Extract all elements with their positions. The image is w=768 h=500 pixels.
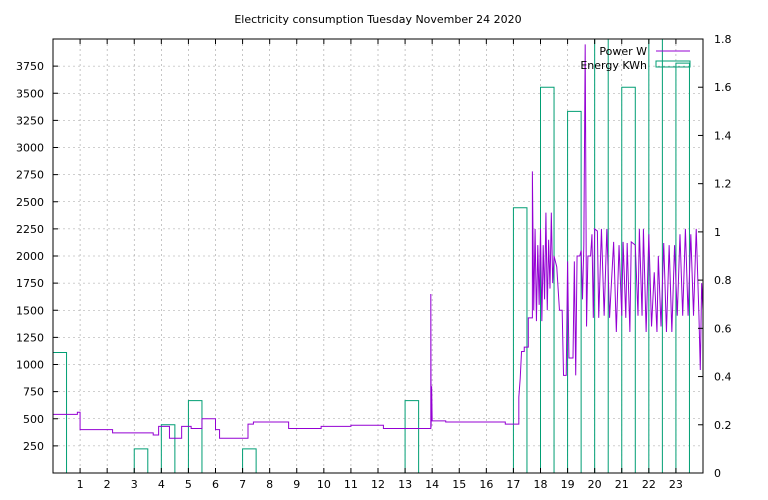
x-tick-label: 11 [344, 478, 358, 491]
y-tick-label: 1000 [16, 359, 44, 372]
legend: Power W Energy KWh [580, 45, 691, 72]
y2-tick-label: 0.2 [714, 419, 732, 432]
y-tick-label: 2000 [16, 250, 44, 263]
x-tick-label: 14 [425, 478, 439, 491]
y2-tick-label: 1.2 [714, 178, 732, 191]
energy-bar [242, 448, 257, 473]
y-tick-label: 3750 [16, 60, 44, 73]
y2-tick-label: 0.4 [714, 371, 732, 384]
y-tick-label: 500 [23, 413, 44, 426]
x-tick-label: 2 [104, 478, 111, 491]
y-tick-label: 250 [23, 440, 44, 453]
x-tick-label: 21 [615, 478, 629, 491]
x-tick-label: 12 [371, 478, 385, 491]
ticks-layer: 1 2 3 4 5 6 7 8 9 10 11 12 13 14 15 16 17 18 19 20 21 22 23250… [16, 33, 732, 491]
x-tick-label: 16 [479, 478, 493, 491]
x-tick-label: 13 [398, 478, 412, 491]
y-tick-label: 1500 [16, 304, 44, 317]
y2-tick-label: 1.6 [714, 81, 732, 94]
y-tick-label: 1250 [16, 331, 44, 344]
y-tick-label: 750 [23, 386, 44, 399]
x-tick-label: 20 [588, 478, 602, 491]
x-tick-label: 19 [561, 478, 575, 491]
y2-tick-label: 1.8 [714, 33, 732, 46]
x-tick-label: 22 [642, 478, 656, 491]
y2-tick-label: 0 [714, 467, 721, 480]
legend-swatch-energy [655, 60, 691, 68]
y2-tick-label: 1 [714, 226, 721, 239]
energy-bar [675, 62, 690, 473]
x-tick-label: 9 [293, 478, 300, 491]
y-tick-label: 3500 [16, 87, 44, 100]
energy-bar [52, 351, 68, 473]
legend-label-power: Power W [599, 45, 647, 58]
y2-tick-label: 1.4 [714, 129, 732, 142]
y-tick-label: 3250 [16, 114, 44, 127]
x-tick-label: 1 [77, 478, 84, 491]
energy-bar [621, 86, 636, 473]
energy-bar [512, 207, 528, 473]
legend-label-energy: Energy KWh [580, 59, 647, 72]
energy-bar [540, 86, 555, 473]
x-tick-label: 23 [669, 478, 683, 491]
x-tick-label: 6 [212, 478, 219, 491]
grid-layer [53, 39, 703, 473]
energy-bar [648, 38, 663, 473]
y2-tick-label: 0.6 [714, 322, 732, 335]
y-tick-label: 2750 [16, 169, 44, 182]
y-tick-label: 2500 [16, 196, 44, 209]
y-tick-label: 3000 [16, 142, 44, 155]
chart-title: Electricity consumption Tuesday November… [234, 13, 521, 26]
x-tick-label: 17 [506, 478, 520, 491]
energy-bar [133, 448, 149, 473]
x-tick-label: 3 [131, 478, 138, 491]
energy-bar [404, 400, 420, 473]
power-line-layer [53, 44, 704, 439]
x-tick-label: 4 [158, 478, 165, 491]
y-tick-label: 2250 [16, 223, 44, 236]
x-tick-label: 7 [239, 478, 246, 491]
energy-bar [187, 400, 203, 473]
y-tick-label: 1750 [16, 277, 44, 290]
power-line [53, 44, 704, 439]
x-tick-label: 5 [185, 478, 192, 491]
x-tick-label: 18 [534, 478, 548, 491]
x-tick-label: 15 [452, 478, 466, 491]
x-tick-label: 10 [317, 478, 331, 491]
energy-bar [160, 424, 176, 473]
x-tick-label: 8 [266, 478, 273, 491]
y2-tick-label: 0.8 [714, 274, 732, 287]
